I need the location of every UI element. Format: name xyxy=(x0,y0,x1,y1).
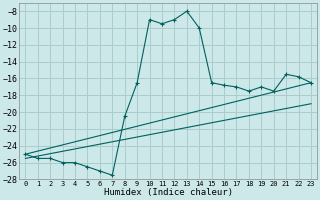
X-axis label: Humidex (Indice chaleur): Humidex (Indice chaleur) xyxy=(104,188,233,197)
